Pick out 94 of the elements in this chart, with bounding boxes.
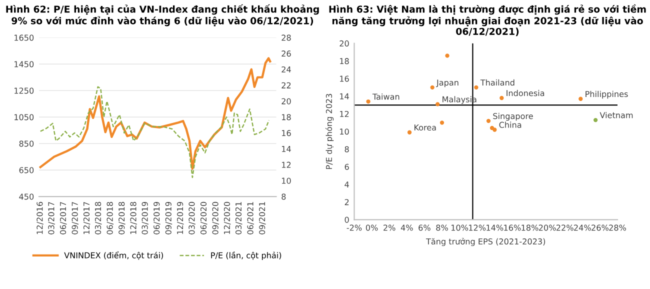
point xyxy=(500,96,504,100)
y-tick-label: 12 xyxy=(340,110,349,117)
annotation: Korea xyxy=(414,124,436,131)
y-tick-label: 1250 xyxy=(14,88,34,94)
x-tick-label: 09/2020 xyxy=(212,202,219,234)
x-tick-label: 09/2017 xyxy=(72,202,78,234)
x-tick-label: 06/2018 xyxy=(106,202,114,234)
line-series xyxy=(40,86,270,178)
y-tick-label: 14 xyxy=(340,93,349,100)
annotation: Singapore xyxy=(493,112,533,121)
x-tick-label: 26% xyxy=(592,224,608,231)
x-tick-label: 03/2018 xyxy=(94,202,102,234)
x-tick-label: 20% xyxy=(538,224,556,231)
point xyxy=(445,54,450,58)
point xyxy=(407,130,412,134)
x-tick-label: 22% xyxy=(556,224,574,231)
y-tick-label: 1050 xyxy=(14,114,34,120)
y2-tick-label: 26 xyxy=(282,50,291,57)
x-tick-label: 09/2019 xyxy=(165,202,172,234)
y2-tick-label: 24 xyxy=(282,66,291,72)
y-tick-label: 8 xyxy=(344,146,349,152)
y2-tick-label: 10 xyxy=(282,178,291,184)
x-tick-label: 18% xyxy=(522,224,538,231)
x-tick-label: 4% xyxy=(400,224,413,231)
x-tick-label: 06/2021 xyxy=(247,202,254,234)
point xyxy=(486,118,491,123)
x-tick-label: 09/2021 xyxy=(259,202,266,234)
annotation: Indonesia xyxy=(506,90,544,96)
point xyxy=(492,128,497,132)
y2-tick-label: 8 xyxy=(282,194,286,200)
x-tick-label: 03/2017 xyxy=(48,202,55,234)
annotation: China xyxy=(499,122,522,128)
x-tick-label: 6% xyxy=(418,224,430,231)
legend-label: VNINDEX (điểm, cột trái) xyxy=(64,251,163,260)
chart-title: Hình 63: Việt Nam là thị trường được định giá rẻ so với tiềm năng tăng trưởng lợi nhuận giai đoạn 2021-23 (dữ liệu vào 06/12/2021) xyxy=(329,4,646,36)
x-tick-label: 16% xyxy=(504,224,521,231)
y-tick-label: 4 xyxy=(344,182,349,188)
y-axis-title: P/E dự phóng 2023 xyxy=(325,94,334,169)
x-tick-label: 14% xyxy=(486,224,504,231)
x-tick-label: 06/2020 xyxy=(200,202,208,234)
x-tick-label: 12/2018 xyxy=(130,202,137,234)
point xyxy=(474,85,478,90)
y-tick-label: 0 xyxy=(344,216,349,223)
line-series xyxy=(39,57,272,170)
chart-title: Hình 62: P/E hiện tại của VN-Index đang chiết khấu khoảng 9% so với mức đỉnh vào tháng 6 (dữ liệu vào 06/12/2021) xyxy=(6,4,319,26)
x-tick-label: 03/2019 xyxy=(142,202,148,234)
y2-tick-label: 12 xyxy=(282,162,291,168)
x-tick-label: 0% xyxy=(366,224,378,231)
annotation: Thailand xyxy=(480,79,514,86)
y-tick-label: 1650 xyxy=(14,34,34,41)
annotation: Vietnam xyxy=(600,112,633,118)
y-tick-label: 450 xyxy=(19,194,34,200)
y-tick-label: 20 xyxy=(340,40,349,47)
y-tick-label: 650 xyxy=(19,167,34,174)
x-tick-label: 12/2017 xyxy=(83,202,90,234)
y2-tick-label: 28 xyxy=(282,34,291,41)
annotation: Philippines xyxy=(586,90,628,99)
x-tick-label: 12% xyxy=(469,224,486,231)
y-tick-label: 16 xyxy=(340,76,349,82)
y2-tick-label: 18 xyxy=(282,114,291,120)
x-tick-label: 8% xyxy=(436,224,448,231)
x-tick-label: 12/2020 xyxy=(224,202,231,234)
y2-tick-label: 14 xyxy=(282,146,291,152)
legend-label: P/E (lần, cột phải) xyxy=(211,251,282,260)
y-tick-label: 10 xyxy=(340,128,349,135)
y-tick-label: 6 xyxy=(344,164,349,170)
x-tick-label: 06/2019 xyxy=(154,202,160,234)
x-tick-label: 06/2017 xyxy=(60,202,67,234)
point xyxy=(440,120,444,125)
y-tick-label: 850 xyxy=(19,140,34,147)
x-tick-label: 12/2019 xyxy=(177,202,184,234)
point xyxy=(366,99,370,104)
x-tick-label: 28% xyxy=(609,224,626,231)
x-axis-title: Tăng trưởng EPS (2021-2023) xyxy=(426,238,546,246)
x-tick-label: 10% xyxy=(451,224,468,231)
point xyxy=(436,102,440,106)
y-tick-label: 1450 xyxy=(14,61,34,68)
x-tick-label: 09/2018 xyxy=(118,202,126,234)
y-tick-label: 18 xyxy=(340,58,349,64)
x-tick-label: -2% xyxy=(346,224,362,231)
y2-tick-label: 16 xyxy=(282,130,291,136)
x-tick-label: 03/2020 xyxy=(188,202,196,234)
point xyxy=(430,85,434,90)
y2-tick-label: 22 xyxy=(282,82,291,88)
x-tick-label: 24% xyxy=(574,224,591,231)
annotation: Taiwan xyxy=(372,93,400,100)
annotation: Japan xyxy=(436,80,458,88)
y2-tick-label: 20 xyxy=(282,98,291,104)
point xyxy=(578,96,583,101)
x-tick-label: 03/2021 xyxy=(235,202,242,234)
point xyxy=(593,118,598,122)
x-tick-label: 2% xyxy=(384,224,396,231)
x-tick-label: 12/2016 xyxy=(36,202,44,234)
y-tick-label: 2 xyxy=(344,199,349,206)
